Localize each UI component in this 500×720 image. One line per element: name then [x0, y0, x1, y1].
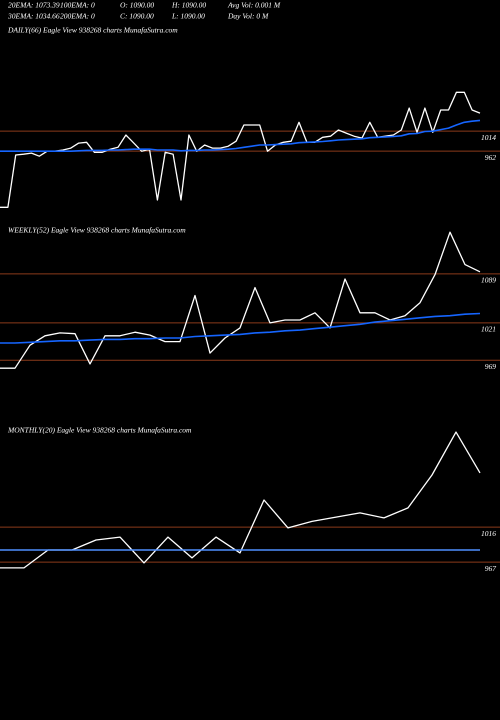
y-tick-label: 967	[485, 564, 497, 573]
panel-title: MONTHLY(20) Eagle View 938268 charts Mun…	[7, 426, 192, 435]
header-stat: 200EMA: 0	[60, 12, 95, 21]
header-stat: C: 1090.00	[120, 12, 154, 21]
y-tick-label: 1021	[481, 325, 496, 334]
price-line	[0, 312, 481, 344]
header-stat: H: 1090.00	[171, 1, 206, 10]
header-stat: 30EMA: 1034.66	[7, 12, 60, 21]
panel-title: WEEKLY(52) Eagle View 938268 charts Muna…	[8, 226, 186, 235]
price-line	[0, 119, 481, 152]
y-tick-label: 1014	[481, 133, 496, 142]
header-stat: L: 1090.00	[171, 12, 205, 21]
panel-title: DAILY(66) Eagle View 938268 charts Munaf…	[7, 26, 178, 35]
header-stat: 20EMA: 1073.39	[8, 1, 60, 10]
header-stat: Day Vol: 0 M	[227, 12, 269, 21]
header-stat: 100EMA: 0	[60, 1, 95, 10]
header-stat: O: 1090.00	[120, 1, 154, 10]
price-line	[0, 431, 481, 569]
header-stat: Avg Vol: 0.001 M	[227, 1, 281, 10]
y-tick-label: 1016	[481, 529, 496, 538]
price-line	[0, 91, 481, 208]
price-line	[0, 231, 481, 369]
y-tick-label: 969	[485, 362, 497, 371]
y-tick-label: 1089	[481, 276, 496, 285]
y-tick-label: 962	[485, 153, 497, 162]
